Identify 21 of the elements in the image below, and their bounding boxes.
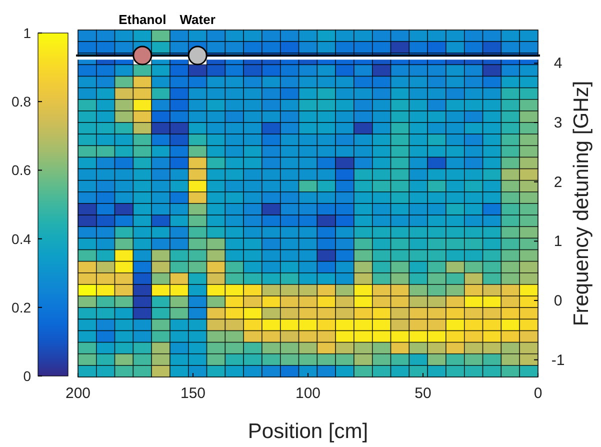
color-bar-label: 0.8 <box>12 94 32 110</box>
x-tick-label: 0 <box>534 385 542 402</box>
y-tick-label: 3 <box>554 114 562 132</box>
x-tick-label: 200 <box>65 385 91 402</box>
x-tick-label: 50 <box>414 385 432 402</box>
y-tick-label: 0 <box>554 292 562 310</box>
color-bar-label: 0.2 <box>12 299 32 316</box>
y-tick-label: 2 <box>554 174 562 191</box>
y-axis-title: Frequency detuning [GHz] <box>570 80 593 326</box>
color-bar-label: 0 <box>23 368 32 384</box>
x-tick-label: 100 <box>295 385 321 402</box>
x-tick-label: 150 <box>180 385 206 402</box>
x-axis-title: Position [cm] <box>248 420 368 443</box>
y-tick-label: 4 <box>554 55 562 72</box>
y-tick-label: 1 <box>554 233 562 250</box>
y-tick-label: -1 <box>551 352 565 369</box>
color-bar-label: 0.4 <box>12 230 32 247</box>
annotation: Ethanol <box>118 12 166 27</box>
color-bar-label: 1 <box>23 25 32 41</box>
annotation: Water <box>180 12 216 27</box>
color-bar-label: 0.6 <box>12 162 32 178</box>
